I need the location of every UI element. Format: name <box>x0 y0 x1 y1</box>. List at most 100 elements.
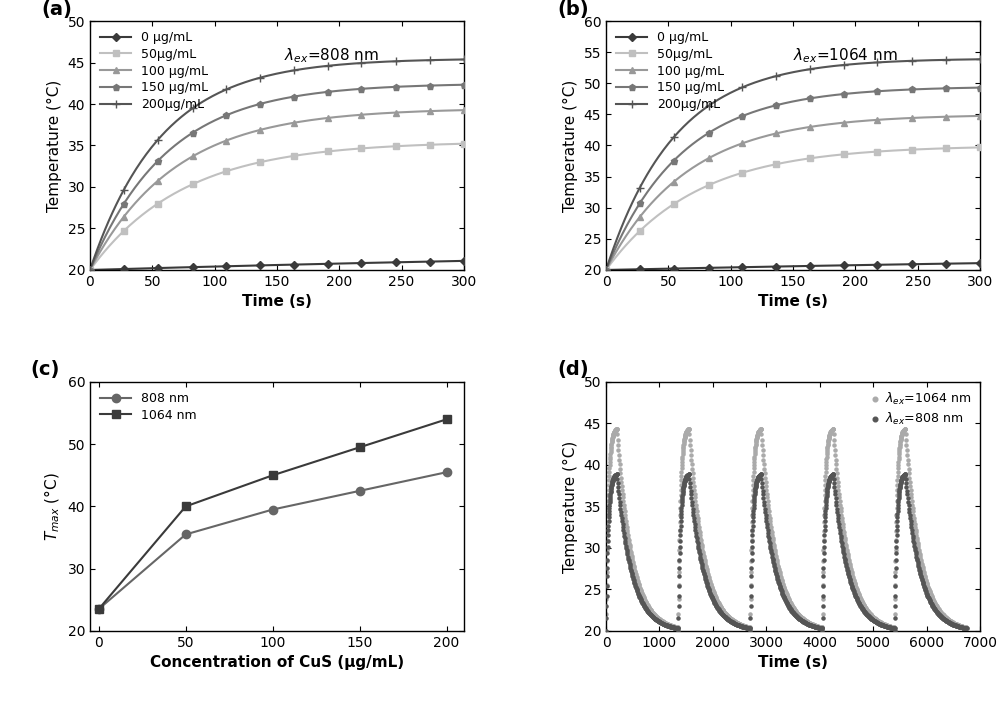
$\lambda_{ex}$=808 nm <box>653 617 669 628</box>
$\lambda_{ex}$=1064 nm <box>643 606 659 617</box>
$\lambda_{ex}$=808 nm <box>668 622 684 634</box>
$\lambda_{ex}$=808 nm <box>807 621 823 632</box>
$\lambda_{ex}$=1064 nm <box>627 567 643 578</box>
$\lambda_{ex}$=1064 nm <box>869 615 885 626</box>
$\lambda_{ex}$=808 nm <box>891 484 907 495</box>
$\lambda_{ex}$=1064 nm <box>601 484 617 496</box>
$\lambda_{ex}$=1064 nm <box>805 619 821 630</box>
$\lambda_{ex}$=808 nm <box>909 555 925 566</box>
$\lambda_{ex}$=808 nm <box>655 618 671 629</box>
$\lambda_{ex}$=1064 nm <box>645 608 661 619</box>
$\lambda_{ex}$=808 nm <box>905 530 921 541</box>
$\lambda_{ex}$=808 nm <box>815 562 831 573</box>
$\lambda_{ex}$=808 nm <box>733 620 749 632</box>
$\lambda_{ex}$=808 nm <box>767 562 783 573</box>
$\lambda_{ex}$=808 nm <box>665 622 681 633</box>
$\lambda_{ex}$=1064 nm <box>729 617 745 628</box>
$\lambda_{ex}$=808 nm <box>863 613 879 625</box>
$\lambda_{ex}$=1064 nm <box>805 619 821 630</box>
$\lambda_{ex}$=1064 nm <box>710 596 726 607</box>
$\lambda_{ex}$=1064 nm <box>894 428 910 440</box>
$\lambda_{ex}$=808 nm <box>802 620 818 631</box>
$\lambda_{ex}$=808 nm <box>610 485 626 496</box>
$\lambda_{ex}$=1064 nm <box>922 585 938 597</box>
$\lambda_{ex}$=1064 nm <box>818 454 834 465</box>
$\lambda_{ex}$=808 nm <box>895 471 911 482</box>
$\lambda_{ex}$=808 nm <box>898 473 914 484</box>
$\lambda_{ex}$=808 nm <box>765 553 781 564</box>
$\lambda_{ex}$=808 nm <box>779 597 795 608</box>
$\lambda_{ex}$=808 nm <box>829 506 845 517</box>
$\lambda_{ex}$=1064 nm <box>892 441 908 452</box>
$\lambda_{ex}$=1064 nm <box>747 449 763 460</box>
$\lambda_{ex}$=1064 nm <box>677 431 693 442</box>
$\lambda_{ex}$=808 nm <box>730 620 746 631</box>
$\lambda_{ex}$=1064 nm <box>652 614 668 625</box>
$\lambda_{ex}$=808 nm <box>926 602 942 613</box>
$\lambda_{ex}$=808 nm <box>711 604 727 615</box>
$\lambda_{ex}$=808 nm <box>874 619 890 630</box>
$\lambda_{ex}$=808 nm <box>737 622 753 633</box>
$\lambda_{ex}$=1064 nm <box>722 613 738 624</box>
$\lambda_{ex}$=1064 nm <box>782 596 798 607</box>
$\lambda_{ex}$=1064 nm <box>943 616 959 627</box>
$\lambda_{ex}$=1064 nm <box>902 476 918 487</box>
$\lambda_{ex}$=1064 nm <box>622 542 638 553</box>
$\lambda_{ex}$=808 nm <box>735 621 751 632</box>
$\lambda_{ex}$=1064 nm <box>678 428 694 439</box>
$\lambda_{ex}$=808 nm <box>752 470 768 481</box>
$\lambda_{ex}$=808 nm <box>761 533 777 544</box>
$\lambda_{ex}$=808 nm <box>802 619 818 630</box>
$\lambda_{ex}$=808 nm <box>708 600 724 611</box>
$\lambda_{ex}$=1064 nm <box>841 557 857 568</box>
$\lambda_{ex}$=808 nm <box>821 477 837 488</box>
$\lambda_{ex}$=808 nm <box>895 470 911 482</box>
$\lambda_{ex}$=1064 nm <box>919 578 935 590</box>
$\lambda_{ex}$=808 nm <box>619 547 635 558</box>
$\lambda_{ex}$=808 nm <box>739 622 755 633</box>
$\lambda_{ex}$=808 nm <box>789 611 805 622</box>
$\lambda_{ex}$=1064 nm <box>845 571 861 583</box>
$\lambda_{ex}$=808 nm <box>878 620 894 632</box>
$\lambda_{ex}$=1064 nm <box>815 544 831 555</box>
$\lambda_{ex}$=808 nm <box>742 622 758 634</box>
$\lambda_{ex}$=1064 nm <box>884 621 900 632</box>
$\lambda_{ex}$=1064 nm <box>641 601 657 613</box>
$\lambda_{ex}$=1064 nm <box>748 437 764 448</box>
$\lambda_{ex}$=1064 nm <box>812 622 828 633</box>
$\lambda_{ex}$=1064 nm <box>894 428 910 439</box>
$\lambda_{ex}$=1064 nm <box>609 423 625 435</box>
$\lambda_{ex}$=808 nm <box>816 547 832 559</box>
$\lambda_{ex}$=1064 nm <box>700 569 716 580</box>
$\lambda_{ex}$=1064 nm <box>824 424 840 435</box>
$\lambda_{ex}$=1064 nm <box>906 515 922 526</box>
$\lambda_{ex}$=808 nm <box>746 502 762 513</box>
$\lambda_{ex}$=808 nm <box>696 569 712 580</box>
$\lambda_{ex}$=808 nm <box>720 613 736 625</box>
$\lambda_{ex}$=1064 nm <box>753 429 769 440</box>
$\lambda_{ex}$=1064 nm <box>833 503 849 514</box>
$\lambda_{ex}$=808 nm <box>666 622 682 633</box>
$\lambda_{ex}$=808 nm <box>884 622 900 634</box>
$\lambda_{ex}$=1064 nm <box>889 496 905 507</box>
$\lambda_{ex}$=808 nm <box>815 613 831 624</box>
$\lambda_{ex}$=1064 nm <box>616 503 632 514</box>
$\lambda_{ex}$=1064 nm <box>761 505 777 517</box>
$\lambda_{ex}$=1064 nm <box>608 424 624 435</box>
$\lambda_{ex}$=1064 nm <box>746 454 762 465</box>
$\lambda_{ex}$=808 nm <box>934 612 950 623</box>
$\lambda_{ex}$=1064 nm <box>819 441 835 452</box>
$\lambda_{ex}$=808 nm <box>749 473 765 484</box>
$\lambda_{ex}$=808 nm <box>690 540 706 551</box>
$\lambda_{ex}$=808 nm <box>868 616 884 627</box>
$\lambda_{ex}$=1064 nm <box>672 525 688 536</box>
$\lambda_{ex}$=1064 nm <box>610 434 626 445</box>
$\lambda_{ex}$=808 nm <box>827 485 843 496</box>
$\lambda_{ex}$=1064 nm <box>621 534 637 545</box>
$\lambda_{ex}$=808 nm <box>737 622 753 633</box>
$\lambda_{ex}$=1064 nm <box>931 605 947 616</box>
$\lambda_{ex}$=1064 nm <box>847 577 863 588</box>
$\lambda_{ex}$=808 nm <box>699 580 715 591</box>
$\lambda_{ex}$=1064 nm <box>755 444 771 456</box>
$\lambda_{ex}$=808 nm <box>645 611 661 622</box>
